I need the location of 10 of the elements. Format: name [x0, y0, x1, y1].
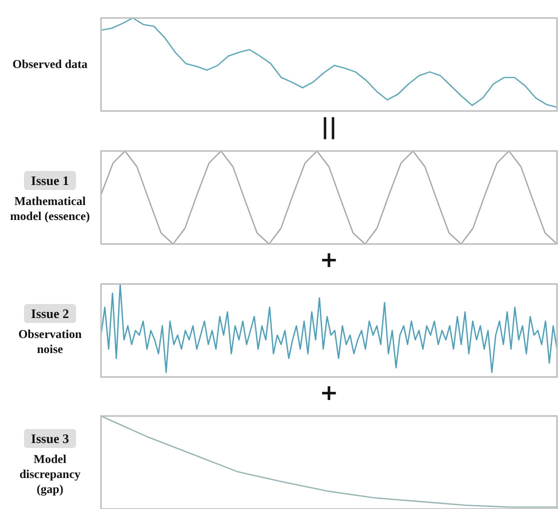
text: + [318, 248, 340, 273]
text: Issue 3 [24, 428, 76, 448]
text: || [320, 115, 338, 140]
text: Issue 2 [24, 304, 76, 323]
y-axis-title: Mathematical model (essence) [9, 194, 91, 224]
text: + [318, 381, 340, 406]
y-axis-title: Observed data [12, 57, 88, 72]
y-axis-title: Observation noise [17, 327, 83, 357]
y-axis-title: Model discrepancy (gap) [18, 452, 82, 496]
text: Issue 1 [24, 171, 76, 190]
